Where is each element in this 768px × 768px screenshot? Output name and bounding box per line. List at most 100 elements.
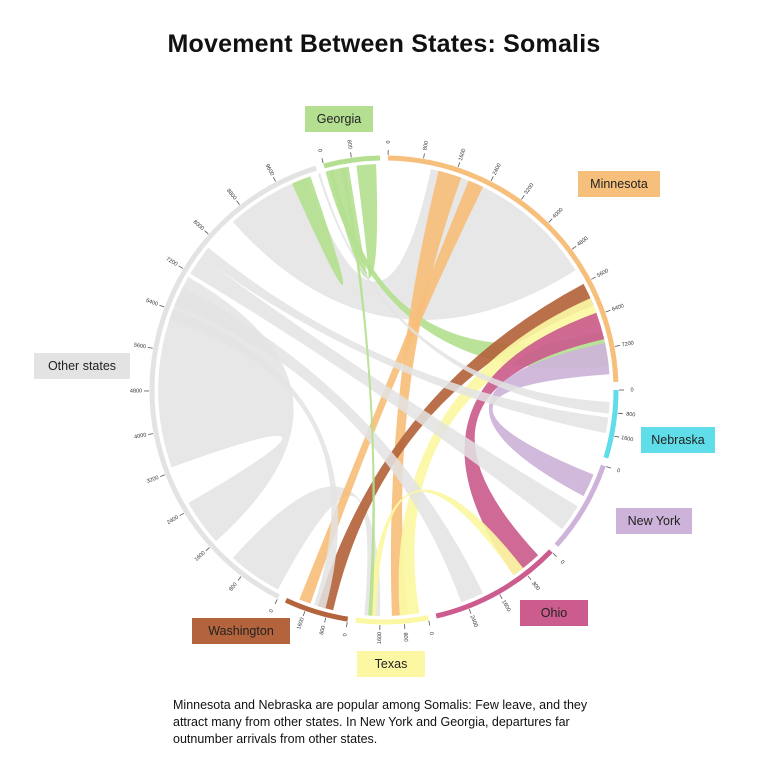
tick-label: 0 (268, 608, 275, 613)
tick-mark (548, 218, 553, 223)
tick-mark (302, 611, 306, 617)
tick-label: 8800 (225, 188, 237, 201)
tick-label: 4000 (134, 432, 147, 440)
tick-label: 8000 (192, 219, 205, 232)
tick-label: 0 (316, 148, 323, 153)
tick-label: 800 (626, 411, 636, 418)
tick-mark (178, 265, 184, 269)
tick-label: 0 (630, 387, 633, 393)
tick-label: 1600 (296, 617, 306, 631)
tick-label: 800 (530, 581, 540, 592)
ribbon-georgia-to-other-states (292, 176, 344, 286)
tick-label: 9600 (264, 163, 275, 177)
tick-label: 5600 (133, 342, 146, 350)
tick-label: 7200 (621, 340, 634, 348)
tick-label: 0 (428, 631, 434, 635)
ribbons-layer (158, 164, 610, 616)
tick-mark (272, 176, 276, 182)
tick-label: 800 (423, 141, 430, 151)
tick-mark (237, 576, 242, 581)
tick-label: 6400 (611, 303, 625, 313)
label-new-york: New York (616, 508, 692, 534)
ribbon-other-states-to-texas (232, 486, 381, 616)
tick-label: 2400 (468, 615, 478, 629)
label-minnesota: Minnesota (578, 171, 660, 197)
tick-mark (159, 304, 165, 308)
ribbon-minnesota-to-washington (299, 180, 484, 604)
tick-label: 5600 (596, 268, 610, 279)
tick-mark (571, 245, 577, 250)
tick-mark (490, 176, 494, 181)
tick-label: 1600 (377, 632, 383, 644)
arc-new-york (554, 464, 606, 547)
arc-nebraska (603, 389, 619, 459)
tick-mark (468, 608, 472, 614)
ribbon-minnesota-to-texas (390, 170, 462, 616)
tick-mark (179, 512, 185, 517)
tick-mark (324, 617, 327, 623)
ribbon-other-states-to-new-york (190, 257, 578, 530)
label-georgia: Georgia (305, 106, 373, 132)
label-ohio: Ohio (520, 600, 588, 626)
arc-minnesota (388, 155, 619, 382)
tick-label: 0 (559, 559, 565, 565)
tick-mark (274, 599, 278, 605)
ribbon-new-york-to-minnesota (488, 343, 610, 497)
tick-mark (204, 230, 209, 235)
ribbon-other-states-to-nebraska (201, 247, 609, 434)
ribbon-ohio-to-minnesota (464, 312, 605, 576)
tick-mark (236, 200, 240, 205)
tick-label: 1600 (194, 550, 207, 563)
tick-mark (527, 575, 532, 581)
tick-mark (606, 466, 612, 469)
tick-label: 2400 (492, 163, 503, 177)
chart-title: Movement Between States: Somalis (167, 30, 601, 58)
tick-label: 2400 (166, 515, 180, 527)
tick-mark (614, 345, 620, 347)
tick-mark (428, 620, 431, 626)
tick-label: 3200 (523, 182, 535, 195)
tick-mark (160, 474, 165, 477)
label-nebraska: Nebraska (641, 427, 715, 453)
tick-mark (614, 435, 620, 438)
label-texas: Texas (357, 651, 425, 677)
tick-label: 0 (616, 468, 621, 475)
arcs-layer (149, 155, 619, 625)
tick-mark (605, 309, 611, 313)
tick-label: 1600 (620, 435, 633, 443)
tick-label: 7200 (165, 256, 179, 267)
arc-other-states (149, 165, 317, 599)
tick-label: 800 (228, 582, 238, 593)
tick-label: 0 (386, 140, 392, 143)
tick-label: 800 (402, 632, 409, 642)
tick-label: 4800 (130, 388, 142, 394)
tick-mark (148, 433, 154, 435)
tick-mark (552, 552, 557, 558)
tick-mark (205, 547, 210, 552)
tick-mark (346, 622, 348, 628)
tick-mark (423, 153, 425, 159)
tick-mark (457, 162, 461, 168)
label-washington: Washington (192, 618, 290, 644)
tick-mark (147, 346, 153, 349)
tick-mark (499, 594, 503, 600)
tick-mark (321, 158, 324, 164)
ribbon-other-states-to-minnesota (232, 168, 576, 321)
tick-label: 6400 (145, 298, 159, 308)
arc-washington (284, 597, 349, 622)
tick-mark (350, 152, 352, 158)
arc-ohio (435, 549, 553, 619)
tick-label: 1600 (458, 148, 468, 162)
ribbon-georgia-to-texas (340, 167, 375, 616)
label-other-states: Other states (34, 353, 130, 379)
tick-label: 800 (345, 140, 352, 150)
tick-mark (521, 195, 525, 200)
ribbon-other-states-to-ohio (174, 287, 484, 603)
tick-mark (591, 276, 596, 280)
tick-label: 4000 (552, 207, 565, 220)
tick-label: 4800 (576, 236, 589, 248)
chart-caption: Minnesota and Nebraska are popular among… (173, 698, 588, 746)
tick-label: 800 (319, 625, 327, 635)
tick-label: 1600 (500, 599, 511, 613)
